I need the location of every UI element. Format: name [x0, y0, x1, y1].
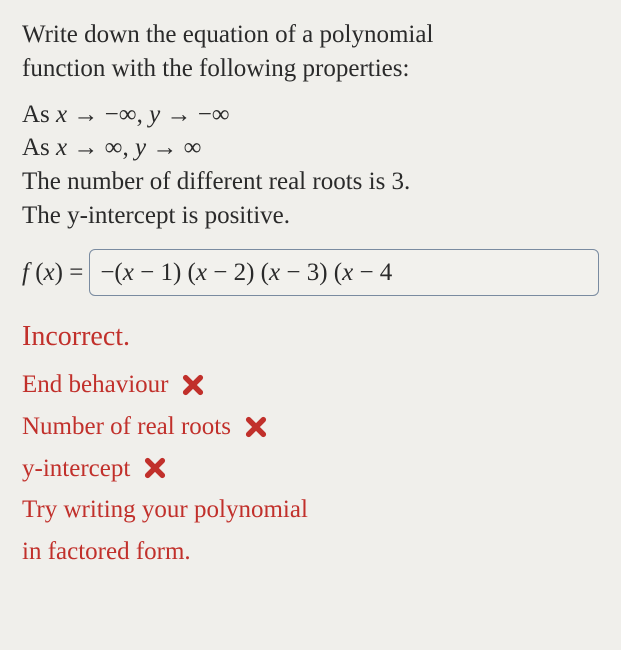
prompt-line-1: Write down the equation of a polynomial	[22, 18, 599, 52]
answer-label: f (x) =	[22, 256, 83, 290]
condition-3: The number of different real roots is 3.	[22, 165, 599, 199]
feedback-hint-2: in factored form.	[22, 535, 599, 569]
condition-1: As x → −∞, y → −∞	[22, 98, 599, 132]
feedback-item-3-label: y-intercept	[22, 452, 130, 486]
condition-2: As x → ∞, y → ∞	[22, 131, 599, 165]
cross-icon	[144, 457, 166, 479]
feedback-item-1: End behaviour	[22, 368, 599, 402]
feedback-item-1-label: End behaviour	[22, 368, 168, 402]
condition-4: The y-intercept is positive.	[22, 199, 599, 233]
answer-input[interactable]: −(x − 1) (x − 2) (x − 3) (x − 4	[89, 249, 599, 297]
question-prompt: Write down the equation of a polynomial …	[22, 18, 599, 86]
prompt-line-2: function with the following properties:	[22, 52, 599, 86]
feedback-item-2-label: Number of real roots	[22, 410, 231, 444]
feedback-hint-1: Try writing your polynomial	[22, 493, 599, 527]
feedback-item-2: Number of real roots	[22, 410, 599, 444]
conditions-block: As x → −∞, y → −∞ As x → ∞, y → ∞ The nu…	[22, 98, 599, 233]
feedback-block: Incorrect. End behaviour Number of real …	[22, 318, 599, 569]
cross-icon	[245, 416, 267, 438]
feedback-item-3: y-intercept	[22, 452, 599, 486]
answer-row: f (x) = −(x − 1) (x − 2) (x − 3) (x − 4	[22, 249, 599, 297]
cross-icon	[182, 374, 204, 396]
feedback-header: Incorrect.	[22, 318, 599, 356]
